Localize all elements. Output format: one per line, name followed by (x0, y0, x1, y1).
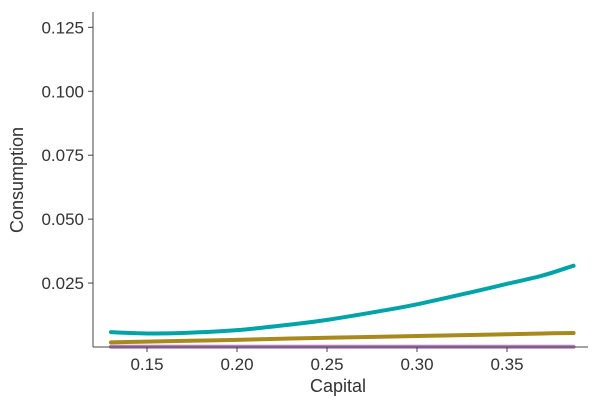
series-layer (109, 263, 576, 349)
y-tick-label: 0.025 (41, 274, 84, 293)
y-ticks: 0.025 0.050 0.075 0.100 0.125 (41, 18, 93, 293)
series-line-1 (109, 263, 576, 336)
y-tick-label: 0.100 (41, 82, 84, 101)
x-ticks: 0.15 0.20 0.25 0.30 0.35 (130, 347, 524, 374)
x-axis-title: Capital (310, 376, 366, 396)
series-line-2 (109, 330, 576, 345)
x-tick-label: 0.20 (220, 355, 253, 374)
x-tick-label: 0.30 (400, 355, 433, 374)
axes (92, 12, 588, 348)
x-tick-label: 0.15 (130, 355, 163, 374)
y-tick-label: 0.075 (41, 146, 84, 165)
y-axis-title: Consumption (7, 127, 27, 233)
y-tick-label: 0.050 (41, 210, 84, 229)
x-tick-label: 0.35 (490, 355, 523, 374)
y-tick-label: 0.125 (41, 18, 84, 37)
x-tick-label: 0.25 (310, 355, 343, 374)
